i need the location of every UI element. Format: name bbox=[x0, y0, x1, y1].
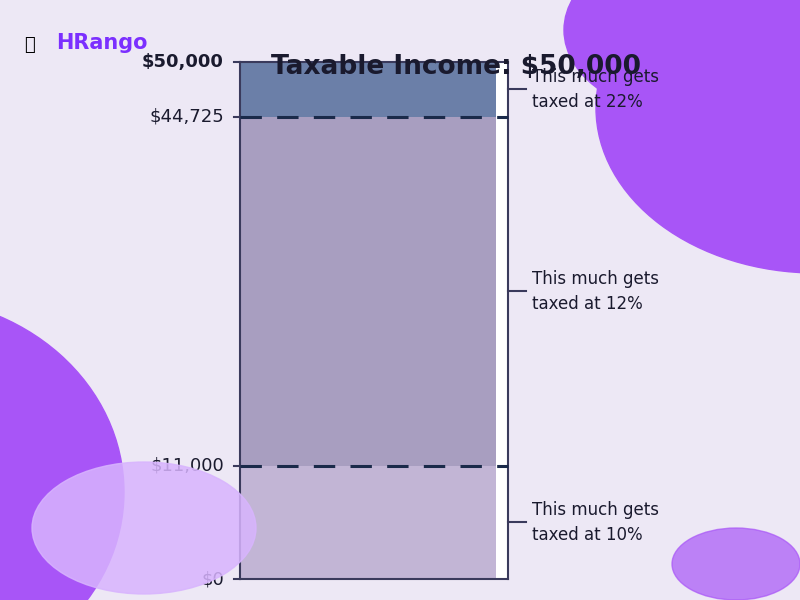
Text: This much gets
taxed at 22%: This much gets taxed at 22% bbox=[532, 68, 659, 111]
Bar bbox=[240, 466, 496, 580]
Text: $0: $0 bbox=[202, 571, 224, 589]
Text: $44,725: $44,725 bbox=[150, 107, 224, 125]
Text: Taxable Income: $50,000: Taxable Income: $50,000 bbox=[271, 54, 641, 80]
Text: HRango: HRango bbox=[56, 33, 147, 53]
Bar bbox=[496, 62, 508, 580]
Text: $50,000: $50,000 bbox=[142, 53, 224, 71]
Text: This much gets
taxed at 12%: This much gets taxed at 12% bbox=[532, 269, 659, 313]
Text: This much gets
taxed at 10%: This much gets taxed at 10% bbox=[532, 501, 659, 544]
Bar bbox=[240, 62, 496, 116]
Bar bbox=[240, 116, 496, 466]
Text: 🐦: 🐦 bbox=[24, 36, 34, 54]
Text: $11,000: $11,000 bbox=[150, 457, 224, 475]
